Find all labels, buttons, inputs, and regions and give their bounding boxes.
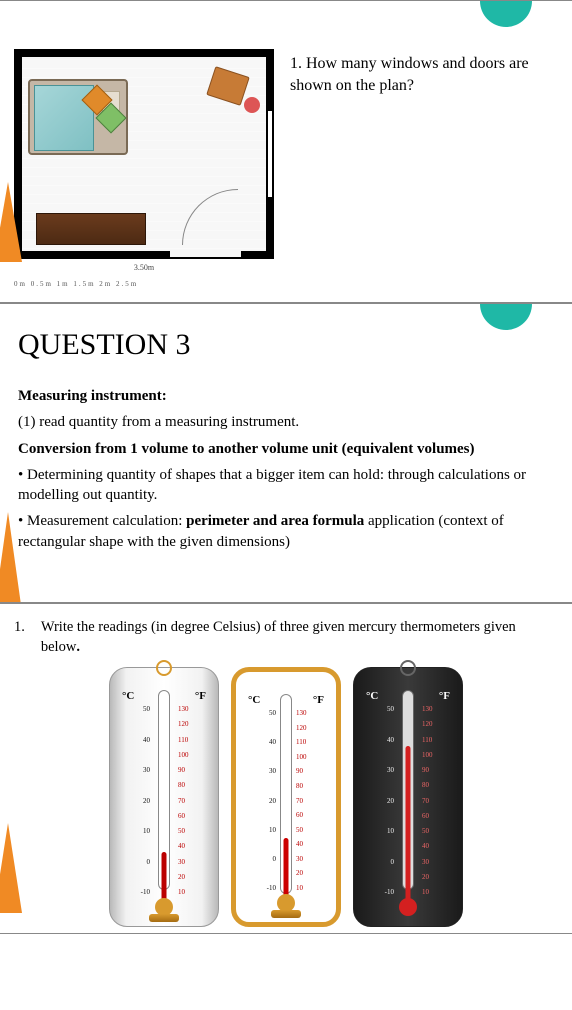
bullet-determining-quantity: • Determining quantity of shapes that a … [18,465,554,506]
thermometer-silver: °C °F 50403020100-10 1301201101009080706… [109,667,219,927]
label-celsius: °C [122,690,134,702]
window-right [266,109,274,200]
hanger-ring [400,660,416,676]
label-celsius: °C [248,694,260,706]
slide3-prompt-dot: . [76,639,80,655]
slide-thermometers: 1. Write the readings (in degree Celsius… [0,603,572,934]
wardrobe [36,213,146,245]
wall-bottom-left [16,251,170,257]
scale-fahrenheit: 130120110100908070605040302010 [422,706,452,896]
slide-question3: QUESTION 3 Measuring instrument: (1) rea… [0,303,572,603]
thermo-liquid [406,746,411,904]
heading-conversion: Conversion from 1 volume to another volu… [18,439,554,459]
label-fahrenheit: °F [313,694,324,706]
floorplan-wrap: 3.50m 0m 0.5m 1m 1.5m 2m 2.5m [14,49,274,288]
hanger-ring [156,660,172,676]
door-arc [182,189,238,245]
scale-fahrenheit: 130120110100908070605040302010 [178,706,208,896]
question3-title: QUESTION 3 [18,328,558,362]
decor-orange-triangle [0,182,22,262]
heading-measuring-instrument: Measuring instrument: [18,386,554,406]
decor-orange-triangle [0,823,22,913]
desk [206,66,250,106]
label-fahrenheit: °F [439,690,450,702]
slide3-prompt-text: Write the readings (in degree Celsius) o… [41,619,516,655]
wall-top [16,51,272,57]
thermometers-row: °C °F 50403020100-10 1301201101009080706… [14,667,558,927]
dim-bottom: 3.50m [14,263,274,272]
slide1-content-row: 3.50m 0m 0.5m 1m 1.5m 2m 2.5m 1. How man… [14,49,558,288]
wall-right-top [266,51,272,109]
thermo-base [149,914,179,922]
slide3-prompt: Write the readings (in degree Celsius) o… [41,618,558,657]
decor-teal-circle [480,0,532,27]
thermo-bulb [399,898,417,916]
slide-floorplan-question: 3.50m 0m 0.5m 1m 1.5m 2m 2.5m 1. How man… [0,0,572,303]
scale-celsius: 50403020100-10 [364,706,394,896]
wall-right-bottom [266,199,272,257]
label-fahrenheit: °F [195,690,206,702]
decor-orange-triangle [0,512,22,603]
thermo-base [271,910,301,918]
slide3-number: 1. [14,618,25,657]
scale-celsius: 50403020100-10 [246,710,276,892]
question1-text: 1. How many windows and doors are shown … [290,49,558,288]
chair [244,97,260,113]
scale-celsius: 50403020100-10 [120,706,150,896]
thermo-liquid [162,852,167,904]
floorplan-image [14,49,274,259]
question3-body: Measuring instrument: (1) read quantity … [14,386,558,552]
thermo-liquid [284,838,289,900]
scale-fahrenheit: 130120110100908070605040302010 [296,710,326,892]
thermometer-dark: °C °F 50403020100-10 1301201101009080706… [353,667,463,927]
line-read-quantity: (1) read quantity from a measuring instr… [18,412,554,432]
thermometer-gold: °C °F 50403020100-10 1301201101009080706… [231,667,341,927]
question1-body: How many windows and doors are shown on … [290,55,529,94]
decor-teal-circle [480,303,532,330]
label-celsius: °C [366,690,378,702]
slide3-prompt-row: 1. Write the readings (in degree Celsius… [14,618,558,657]
ruler-scale: 0m 0.5m 1m 1.5m 2m 2.5m [14,280,274,288]
bullet-measurement-calc: • Measurement calculation: perimeter and… [18,511,554,552]
question1-number: 1. [290,55,302,72]
bullet2-pre: • Measurement calculation: [18,513,186,529]
bullet2-bold: perimeter and area formula [186,513,364,529]
